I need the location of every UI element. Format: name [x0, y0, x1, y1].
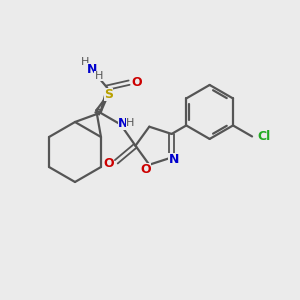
Text: H: H — [94, 71, 103, 81]
Text: O: O — [140, 163, 151, 176]
Text: N: N — [86, 63, 97, 76]
Text: H: H — [126, 118, 135, 128]
Text: O: O — [132, 76, 142, 89]
Text: N: N — [168, 153, 179, 166]
Text: N: N — [118, 117, 129, 130]
Text: Cl: Cl — [257, 130, 271, 143]
Text: O: O — [103, 157, 114, 170]
Text: S: S — [104, 88, 113, 101]
Text: H: H — [80, 57, 89, 67]
